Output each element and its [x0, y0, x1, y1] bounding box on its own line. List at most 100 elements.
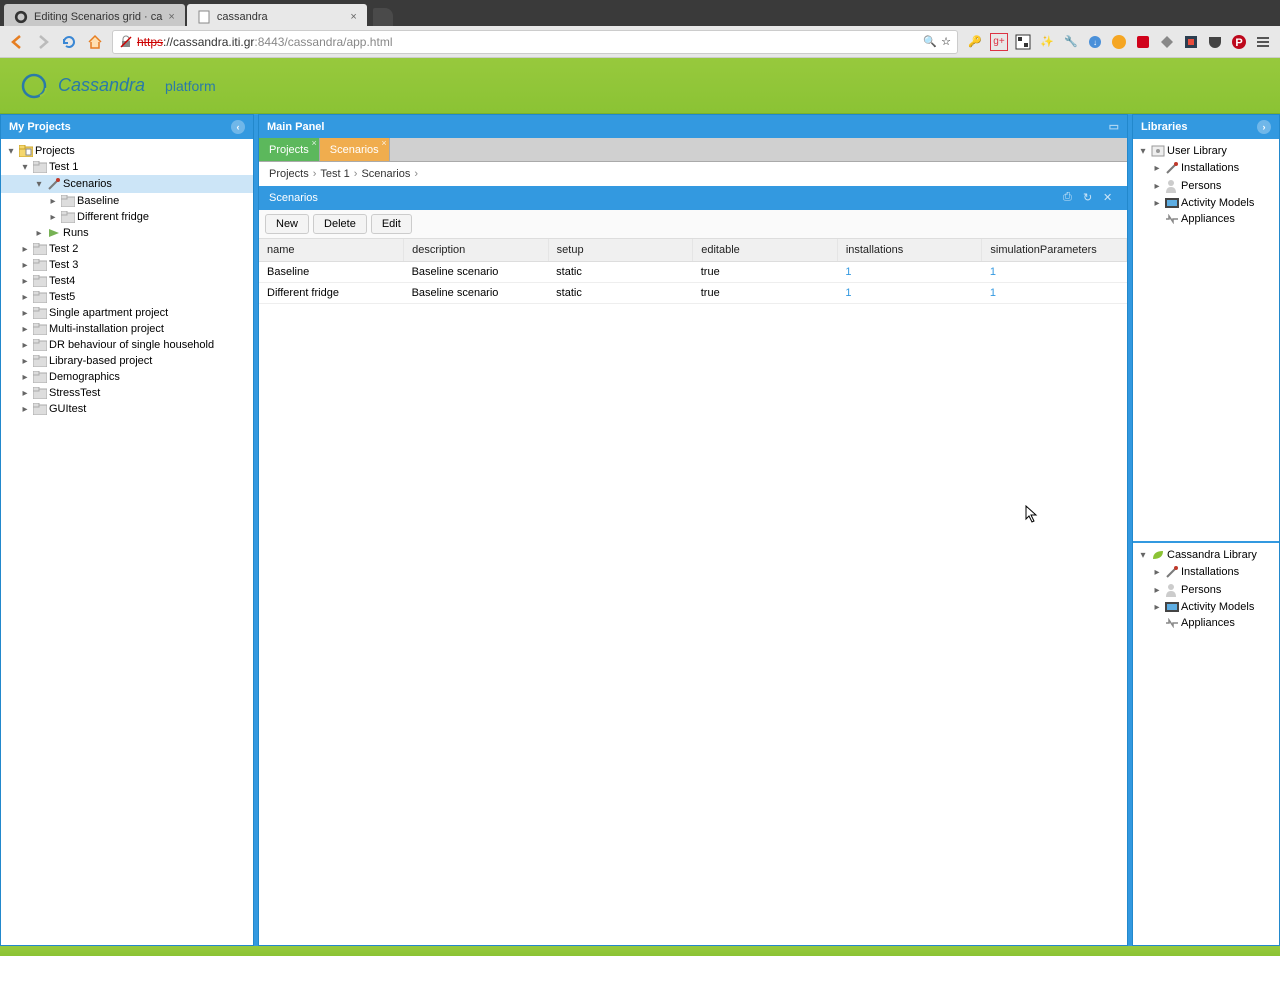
ext-icon[interactable]: [1110, 33, 1128, 51]
panel-options-icon[interactable]: ▭: [1109, 120, 1119, 133]
collapse-left-icon[interactable]: ‹: [231, 120, 245, 134]
cell-link[interactable]: 1: [845, 266, 851, 278]
lib-item-appliances[interactable]: Appliances: [1133, 211, 1279, 227]
tree-toggle-icon[interactable]: ▸: [19, 276, 31, 287]
ext-icon[interactable]: [1158, 33, 1176, 51]
ext-icon[interactable]: ✨: [1038, 33, 1056, 51]
home-button[interactable]: [86, 33, 104, 51]
tree-toggle-icon[interactable]: ▸: [33, 228, 45, 239]
table-row[interactable]: Different fridgeBaseline scenariostatict…: [259, 283, 1127, 304]
new-tab-button[interactable]: [373, 8, 393, 26]
tree-item-test-1[interactable]: ▾Test 1: [1, 159, 253, 175]
column-header-setup[interactable]: setup: [548, 239, 693, 262]
lib-root[interactable]: ▾Cassandra Library: [1133, 547, 1279, 563]
tree-toggle-icon[interactable]: ▸: [1151, 163, 1163, 174]
tab-close-icon[interactable]: ×: [311, 138, 316, 148]
print-icon[interactable]: ⎙: [1063, 191, 1077, 205]
tree-toggle-icon[interactable]: ▸: [19, 324, 31, 335]
tree-item-dr-behaviour-of-single-household[interactable]: ▸DR behaviour of single household: [1, 337, 253, 353]
bookmark-icon[interactable]: ☆: [941, 35, 951, 48]
breadcrumb-item[interactable]: Scenarios: [361, 168, 410, 180]
lib-item-appliances[interactable]: Appliances: [1133, 615, 1279, 631]
tree-toggle-icon[interactable]: ▸: [1151, 567, 1163, 578]
breadcrumb-item[interactable]: Test 1: [320, 168, 349, 180]
tree-item-multi-installation-project[interactable]: ▸Multi-installation project: [1, 321, 253, 337]
delete-button[interactable]: Delete: [313, 214, 367, 234]
cell-link[interactable]: 1: [990, 287, 996, 299]
tree-item-demographics[interactable]: ▸Demographics: [1, 369, 253, 385]
zoom-icon[interactable]: 🔍: [923, 35, 937, 48]
tree-item-test5[interactable]: ▸Test5: [1, 289, 253, 305]
lib-item-persons[interactable]: ▸Persons: [1133, 177, 1279, 195]
tree-item-library-based-project[interactable]: ▸Library-based project: [1, 353, 253, 369]
lib-item-installations[interactable]: ▸Installations: [1133, 159, 1279, 177]
tree-toggle-icon[interactable]: ▾: [19, 162, 31, 173]
tree-toggle-icon[interactable]: ▾: [5, 146, 17, 157]
cell-link[interactable]: 1: [990, 266, 996, 278]
cell-link[interactable]: 1: [845, 287, 851, 299]
tree-toggle-icon[interactable]: ▸: [19, 340, 31, 351]
tree-toggle-icon[interactable]: ▸: [19, 404, 31, 415]
tree-toggle-icon[interactable]: ▸: [1151, 181, 1163, 192]
pocket-icon[interactable]: [1206, 33, 1224, 51]
reload-button[interactable]: [60, 33, 78, 51]
tab-scenarios[interactable]: Scenarios×: [320, 138, 390, 161]
tree-toggle-icon[interactable]: ▾: [1137, 146, 1149, 157]
ext-icon[interactable]: g+: [990, 33, 1008, 51]
tree-toggle-icon[interactable]: ▸: [1151, 602, 1163, 613]
tree-toggle-icon[interactable]: ▸: [47, 196, 59, 207]
menu-icon[interactable]: [1254, 33, 1272, 51]
lib-item-installations[interactable]: ▸Installations: [1133, 563, 1279, 581]
tree-toggle-icon[interactable]: ▸: [19, 308, 31, 319]
tab-close-icon[interactable]: ×: [381, 138, 386, 148]
tree-item-guitest[interactable]: ▸GUItest: [1, 401, 253, 417]
tree-toggle-icon[interactable]: ▸: [19, 260, 31, 271]
url-bar[interactable]: https://cassandra.iti.gr:8443/cassandra/…: [112, 30, 958, 54]
ext-icon[interactable]: 🔑: [966, 33, 984, 51]
collapse-right-icon[interactable]: ›: [1257, 120, 1271, 134]
back-button[interactable]: [8, 33, 26, 51]
column-header-name[interactable]: name: [259, 239, 404, 262]
tree-item-single-apartment-project[interactable]: ▸Single apartment project: [1, 305, 253, 321]
tree-item-scenarios[interactable]: ▾Scenarios: [1, 175, 253, 193]
ext-icon[interactable]: 🔧: [1062, 33, 1080, 51]
browser-tab-active[interactable]: cassandra ×: [187, 4, 367, 26]
tree-item-projects[interactable]: ▾Projects: [1, 143, 253, 159]
tab-projects[interactable]: Projects×: [259, 138, 320, 161]
browser-tab-inactive[interactable]: Editing Scenarios grid · ca ×: [4, 4, 185, 26]
tree-item-stresstest[interactable]: ▸StressTest: [1, 385, 253, 401]
tab-close-icon[interactable]: ×: [168, 11, 174, 23]
tree-toggle-icon[interactable]: ▸: [19, 372, 31, 383]
ext-icon[interactable]: [1014, 33, 1032, 51]
tree-toggle-icon[interactable]: ▸: [47, 212, 59, 223]
tree-toggle-icon[interactable]: ▸: [19, 292, 31, 303]
tree-item-different-fridge[interactable]: ▸Different fridge: [1, 209, 253, 225]
ext-icon[interactable]: [1134, 33, 1152, 51]
tree-item-test4[interactable]: ▸Test4: [1, 273, 253, 289]
column-header-installations[interactable]: installations: [837, 239, 982, 262]
lib-item-activity-models[interactable]: ▸Activity Models: [1133, 195, 1279, 211]
tree-toggle-icon[interactable]: ▸: [1151, 198, 1163, 209]
tree-item-test-3[interactable]: ▸Test 3: [1, 257, 253, 273]
table-row[interactable]: BaselineBaseline scenariostatictrue11: [259, 262, 1127, 283]
ext-icon[interactable]: ↓: [1086, 33, 1104, 51]
lib-item-activity-models[interactable]: ▸Activity Models: [1133, 599, 1279, 615]
forward-button[interactable]: [34, 33, 52, 51]
new-button[interactable]: New: [265, 214, 309, 234]
tree-toggle-icon[interactable]: ▸: [19, 388, 31, 399]
close-section-icon[interactable]: ✕: [1103, 191, 1117, 205]
tree-toggle-icon[interactable]: ▾: [1137, 550, 1149, 561]
refresh-icon[interactable]: ↻: [1083, 191, 1097, 205]
tree-item-baseline[interactable]: ▸Baseline: [1, 193, 253, 209]
tree-item-test-2[interactable]: ▸Test 2: [1, 241, 253, 257]
column-header-description[interactable]: description: [404, 239, 549, 262]
tree-toggle-icon[interactable]: ▸: [19, 244, 31, 255]
lib-root[interactable]: ▾User Library: [1133, 143, 1279, 159]
lib-item-persons[interactable]: ▸Persons: [1133, 581, 1279, 599]
ext-icon[interactable]: [1182, 33, 1200, 51]
pinterest-icon[interactable]: P: [1230, 33, 1248, 51]
edit-button[interactable]: Edit: [371, 214, 412, 234]
tree-toggle-icon[interactable]: ▸: [19, 356, 31, 367]
column-header-editable[interactable]: editable: [693, 239, 838, 262]
tree-toggle-icon[interactable]: ▾: [33, 179, 45, 190]
